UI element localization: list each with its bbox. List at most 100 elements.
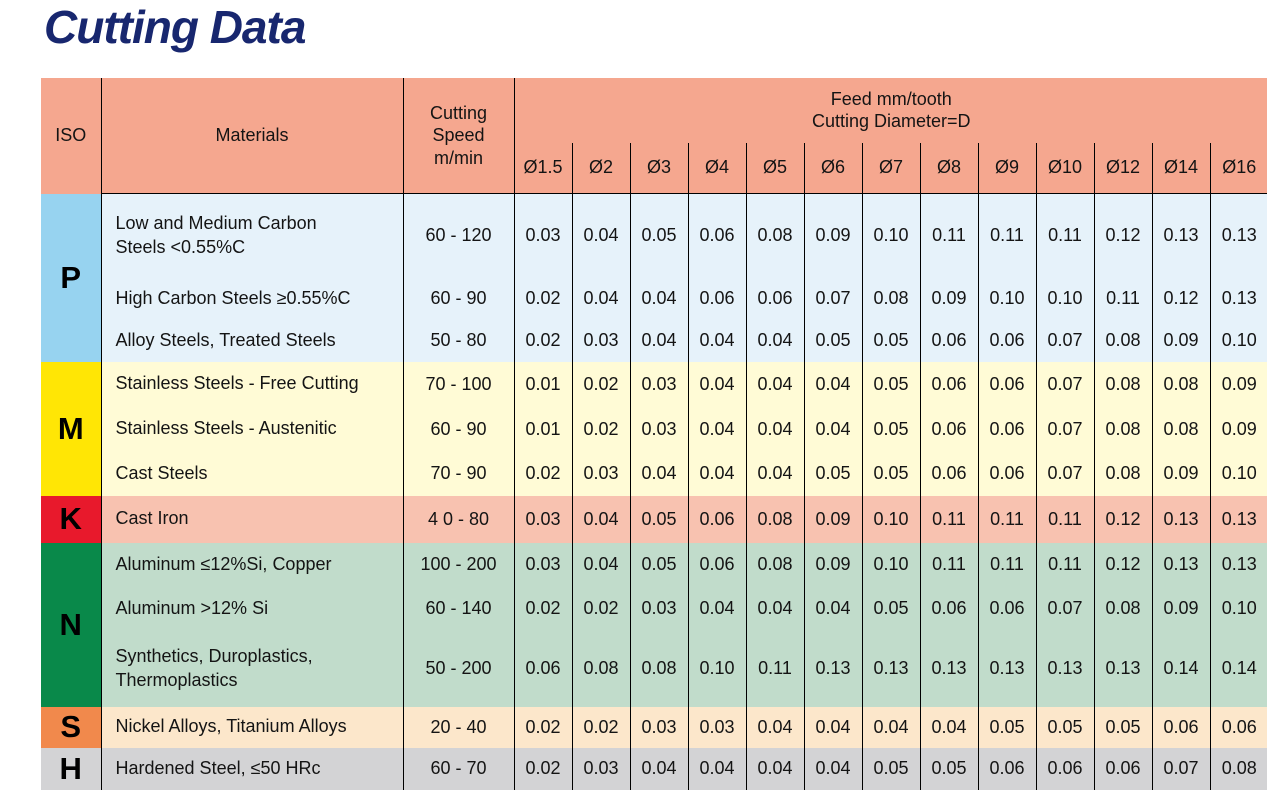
feed-cell: 0.05 — [862, 452, 920, 496]
feed-cell: 0.06 — [1036, 748, 1094, 790]
feed-cell: 0.13 — [1152, 496, 1210, 543]
diameter-col-header: Ø16 — [1210, 143, 1267, 194]
feed-cell: 0.11 — [1036, 543, 1094, 587]
feed-cell: 0.06 — [1152, 707, 1210, 748]
feed-cell: 0.06 — [920, 587, 978, 631]
feed-cell: 0.03 — [630, 362, 688, 407]
feed-cell: 0.09 — [1210, 407, 1267, 452]
feed-cell: 0.03 — [630, 707, 688, 748]
feed-cell: 0.06 — [688, 194, 746, 278]
feed-cell: 0.11 — [920, 496, 978, 543]
material-cell: Hardened Steel, ≤50 HRc — [101, 748, 403, 790]
cutting-speed-label-line: Speed — [404, 124, 514, 147]
feed-cell: 0.06 — [978, 452, 1036, 496]
feed-cell: 0.08 — [1094, 587, 1152, 631]
feed-cell: 0.06 — [978, 320, 1036, 362]
feed-cell: 0.08 — [1094, 407, 1152, 452]
feed-cell: 0.06 — [920, 452, 978, 496]
cutting-data-table: ISO Materials Cutting Speed m/min Feed m… — [41, 78, 1267, 790]
feed-cell: 0.13 — [862, 631, 920, 707]
feed-cell: 0.04 — [572, 194, 630, 278]
feed-cell: 0.11 — [920, 194, 978, 278]
feed-cell: 0.06 — [514, 631, 572, 707]
feed-cell: 0.05 — [630, 496, 688, 543]
feed-cell: 0.04 — [630, 320, 688, 362]
feed-cell: 0.04 — [630, 278, 688, 320]
feed-cell: 0.07 — [1036, 320, 1094, 362]
col-header-iso: ISO — [41, 78, 101, 194]
feed-title-line: Cutting Diameter=D — [515, 110, 1267, 133]
feed-cell: 0.11 — [1036, 194, 1094, 278]
iso-cell-n: N — [41, 543, 101, 707]
feed-cell: 0.04 — [804, 587, 862, 631]
feed-cell: 0.13 — [1210, 496, 1267, 543]
feed-cell: 0.10 — [1036, 278, 1094, 320]
feed-cell: 0.13 — [1210, 194, 1267, 278]
feed-cell: 0.13 — [920, 631, 978, 707]
feed-cell: 0.07 — [1036, 452, 1094, 496]
feed-cell: 0.10 — [688, 631, 746, 707]
feed-cell: 0.07 — [1036, 362, 1094, 407]
feed-cell: 0.05 — [862, 407, 920, 452]
feed-cell: 0.02 — [514, 707, 572, 748]
feed-cell: 0.06 — [746, 278, 804, 320]
feed-cell: 0.12 — [1152, 278, 1210, 320]
feed-cell: 0.09 — [920, 278, 978, 320]
feed-cell: 0.02 — [572, 362, 630, 407]
material-cell: Alloy Steels, Treated Steels — [101, 320, 403, 362]
feed-cell: 0.10 — [1210, 452, 1267, 496]
feed-cell: 0.10 — [1210, 320, 1267, 362]
diameter-col-header: Ø7 — [862, 143, 920, 194]
iso-cell-p: P — [41, 194, 101, 362]
feed-cell: 0.04 — [746, 587, 804, 631]
feed-cell: 0.08 — [572, 631, 630, 707]
feed-cell: 0.04 — [572, 496, 630, 543]
feed-cell: 0.08 — [746, 194, 804, 278]
feed-cell: 0.02 — [572, 587, 630, 631]
feed-cell: 0.04 — [630, 452, 688, 496]
feed-cell: 0.07 — [804, 278, 862, 320]
feed-cell: 0.02 — [572, 707, 630, 748]
feed-cell: 0.10 — [862, 496, 920, 543]
feed-cell: 0.05 — [862, 362, 920, 407]
col-header-cutting-speed: Cutting Speed m/min — [403, 78, 514, 194]
feed-cell: 0.04 — [804, 407, 862, 452]
diameter-col-header: Ø9 — [978, 143, 1036, 194]
feed-cell: 0.04 — [746, 362, 804, 407]
feed-cell: 0.01 — [514, 362, 572, 407]
feed-cell: 0.07 — [1036, 407, 1094, 452]
feed-cell: 0.05 — [804, 452, 862, 496]
feed-cell: 0.13 — [804, 631, 862, 707]
feed-cell: 0.12 — [1094, 194, 1152, 278]
feed-cell: 0.04 — [688, 452, 746, 496]
diameter-col-header: Ø6 — [804, 143, 862, 194]
iso-cell-m: M — [41, 362, 101, 496]
feed-cell: 0.11 — [978, 496, 1036, 543]
iso-cell-h: H — [41, 748, 101, 790]
col-header-feed: Feed mm/tooth Cutting Diameter=D — [514, 78, 1267, 143]
feed-cell: 0.05 — [1094, 707, 1152, 748]
feed-cell: 0.11 — [1094, 278, 1152, 320]
feed-cell: 0.03 — [514, 543, 572, 587]
diameter-col-header: Ø10 — [1036, 143, 1094, 194]
feed-cell: 0.09 — [1152, 320, 1210, 362]
feed-cell: 0.06 — [688, 278, 746, 320]
material-cell: Stainless Steels - Free Cutting — [101, 362, 403, 407]
feed-cell: 0.08 — [746, 496, 804, 543]
feed-cell: 0.02 — [572, 407, 630, 452]
cutting-speed-cell: 50 - 200 — [403, 631, 514, 707]
feed-cell: 0.04 — [688, 407, 746, 452]
feed-cell: 0.04 — [688, 587, 746, 631]
feed-cell: 0.04 — [572, 543, 630, 587]
feed-cell: 0.10 — [862, 543, 920, 587]
cutting-speed-cell: 100 - 200 — [403, 543, 514, 587]
feed-cell: 0.11 — [920, 543, 978, 587]
feed-cell: 0.04 — [572, 278, 630, 320]
feed-cell: 0.04 — [804, 707, 862, 748]
